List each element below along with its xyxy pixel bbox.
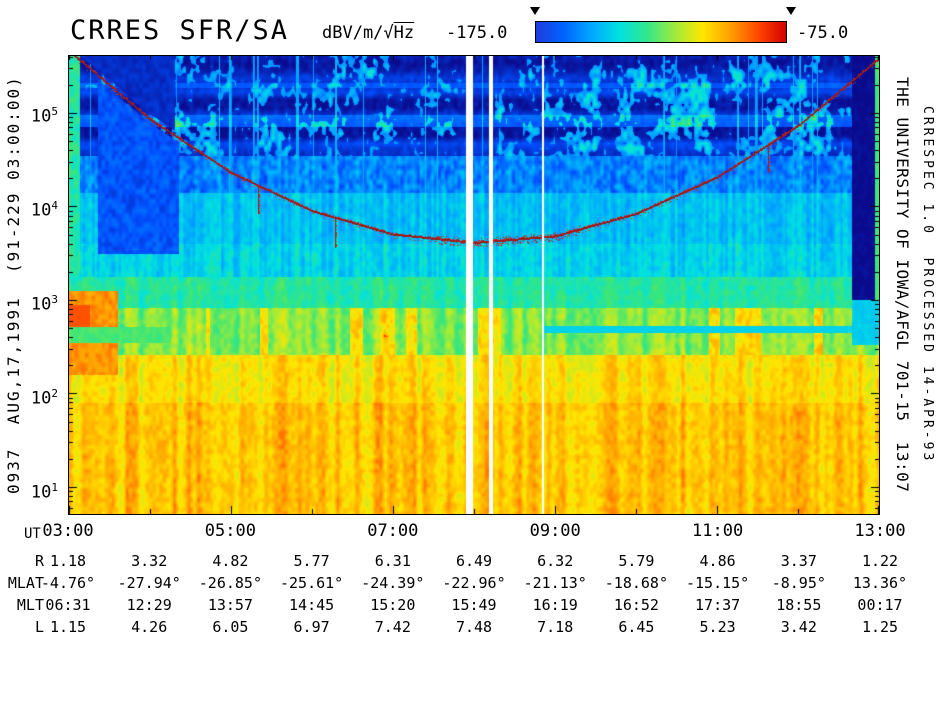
ephemeris-value: 6.31 [374, 552, 411, 570]
ephemeris-value: 5.79 [618, 552, 655, 570]
colorbar-min-label: -175.0 [446, 23, 508, 43]
ephemeris-value: -24.39° [361, 574, 425, 592]
ephemeris-row-label: R [34, 552, 44, 570]
colorbar-units-label: dBV/m/√Hz [322, 23, 414, 43]
ephemeris-value: -25.61° [279, 574, 344, 592]
ephemeris-value: 3.37 [780, 552, 817, 570]
processing-stamp-label: CRRESPEC 1.0 PROCESSED 14-APR-93 [920, 106, 935, 464]
ephemeris-value: 4.86 [699, 552, 736, 570]
ephemeris-value: 3.32 [131, 552, 168, 570]
ut-axis-label: UT [24, 526, 41, 542]
ephemeris-value: 3.42 [780, 618, 817, 636]
ephemeris-row-label: L [34, 618, 44, 636]
plot-title: CRRES SFR/SA [70, 15, 290, 46]
y-axis-tick-label: 105 [30, 105, 58, 127]
spectrogram-plot [68, 55, 880, 515]
ephemeris-value: 00:17 [857, 596, 903, 614]
ephemeris-value: -15.15° [685, 574, 750, 592]
ephemeris-value: -27.94° [117, 574, 181, 592]
colorbar-marker-right-icon [786, 7, 796, 15]
units-prefix: dBV/m/√ [322, 23, 394, 43]
colorbar-marker-left-icon [530, 7, 540, 15]
ephemeris-value: 14:45 [289, 596, 335, 614]
ephemeris-value: 6.32 [537, 552, 574, 570]
ephemeris-row-label: MLT [16, 596, 44, 614]
ephemeris-value: 5.77 [293, 552, 330, 570]
ephemeris-value: 18:55 [776, 596, 822, 614]
ephemeris-value: 1.25 [861, 618, 899, 636]
ephemeris-value: 12:29 [126, 596, 172, 614]
ephemeris-value: 4.26 [131, 618, 168, 636]
x-axis-tick-label: 13:00 [854, 521, 906, 541]
ephemeris-value: -18.68° [604, 574, 668, 592]
x-axis-tick-label: 05:00 [204, 521, 256, 541]
institution-label: THE UNIVERSITY OF IOWA/AFGL 701-15 13:07 [893, 77, 912, 493]
y-axis-tick-label: 103 [30, 293, 58, 315]
ephemeris-value: -8.95° [771, 574, 826, 592]
ephemeris-value: 1.18 [49, 552, 87, 570]
y-axis-tick-label: 104 [30, 199, 58, 221]
y-axis-tick-label: 102 [30, 386, 58, 409]
x-axis-tick-label: 11:00 [692, 521, 744, 541]
x-axis-tick-label: 03:00 [42, 521, 94, 541]
ephemeris-value: 4.82 [212, 552, 249, 570]
ephemeris-value: 7.18 [537, 618, 574, 636]
spectrogram-canvas [69, 56, 879, 514]
ephemeris-value: 7.48 [455, 618, 493, 636]
ephemeris-value: 6.05 [212, 618, 249, 636]
ephemeris-value: 13:57 [207, 596, 253, 614]
ephemeris-value: -26.85° [198, 574, 262, 592]
ephemeris-row-label: MLAT [7, 574, 44, 592]
ephemeris-value: 1.15 [49, 618, 87, 636]
ephemeris-value: 06:31 [45, 596, 91, 614]
ephemeris-value: 15:20 [370, 596, 416, 614]
colorbar [535, 21, 787, 43]
x-axis-tick-label: 07:00 [367, 521, 419, 541]
ephemeris-value: 16:19 [532, 596, 578, 614]
ephemeris-value: -4.76° [40, 574, 96, 592]
ephemeris-value: 1.22 [861, 552, 899, 570]
ephemeris-value: 6.45 [618, 618, 655, 636]
units-radicand: Hz [393, 23, 415, 43]
y-axis-tick-label: 101 [30, 480, 58, 503]
ephemeris-value: -21.13° [523, 574, 587, 592]
ephemeris-value: 16:52 [613, 596, 659, 614]
ephemeris-value: 15:49 [451, 596, 497, 614]
ephemeris-value: 5.23 [699, 618, 736, 636]
ephemeris-value: -22.96° [442, 574, 506, 592]
ephemeris-value: 6.97 [293, 618, 330, 636]
ephemeris-value: 6.49 [455, 552, 493, 570]
ephemeris-value: 13.36° [852, 574, 908, 592]
ephemeris-value: 17:37 [695, 596, 741, 614]
x-axis-tick-label: 09:00 [529, 521, 581, 541]
ephemeris-value: 7.42 [374, 618, 411, 636]
colorbar-max-label: -75.0 [797, 23, 849, 43]
